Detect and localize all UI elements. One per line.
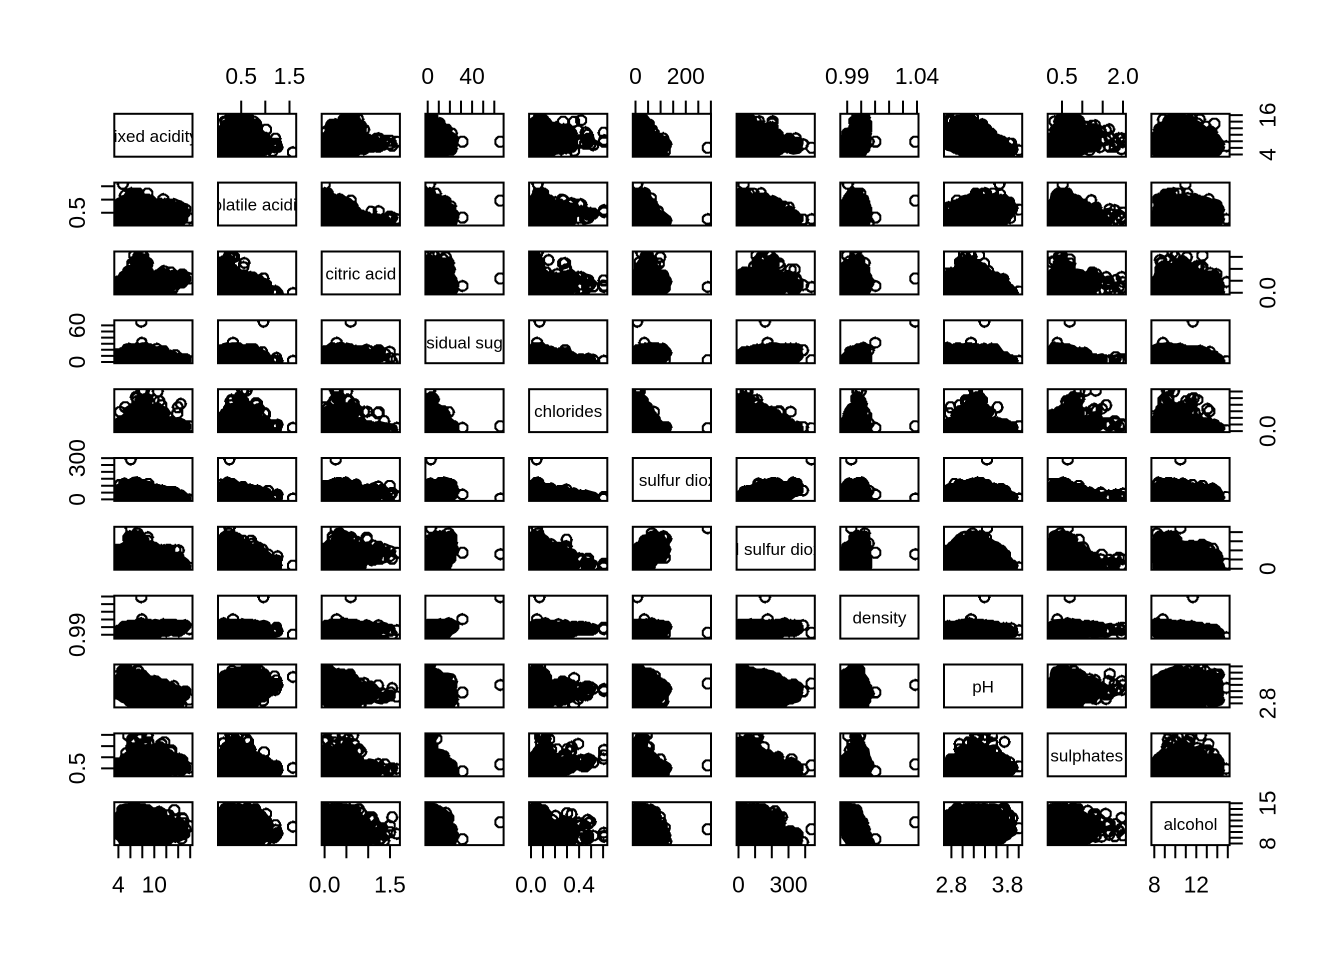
svg-text:residual sugar: residual sugar (411, 333, 518, 352)
svg-text:0.0: 0.0 (1254, 277, 1280, 309)
svg-text:0.5: 0.5 (1046, 63, 1078, 89)
svg-text:4: 4 (112, 871, 125, 897)
svg-text:15: 15 (1254, 791, 1280, 816)
svg-text:300: 300 (64, 439, 90, 477)
svg-text:0: 0 (732, 871, 745, 897)
svg-text:0.99: 0.99 (64, 613, 90, 657)
svg-text:1.5: 1.5 (374, 871, 406, 897)
svg-text:3.8: 3.8 (992, 871, 1024, 897)
svg-text:0.5: 0.5 (64, 753, 90, 785)
svg-text:10: 10 (142, 871, 167, 897)
svg-text:0.99: 0.99 (825, 63, 869, 89)
svg-text:0.4: 0.4 (563, 871, 595, 897)
svg-text:60: 60 (64, 313, 90, 338)
svg-text:12: 12 (1184, 871, 1209, 897)
svg-text:alcohol: alcohol (1164, 815, 1218, 834)
svg-text:fixed acidity: fixed acidity (109, 127, 198, 146)
svg-text:200: 200 (667, 63, 705, 89)
svg-text:0: 0 (64, 356, 90, 369)
svg-text:1.5: 1.5 (274, 63, 306, 89)
svg-text:citric acid: citric acid (325, 264, 396, 283)
svg-text:pH: pH (972, 678, 994, 697)
svg-text:0: 0 (1254, 562, 1280, 575)
svg-text:2.8: 2.8 (1254, 688, 1280, 720)
svg-text:2.0: 2.0 (1107, 63, 1139, 89)
svg-text:total sulfur dioxide: total sulfur dioxide (707, 540, 844, 559)
svg-text:8: 8 (1148, 871, 1161, 897)
svg-text:0.5: 0.5 (225, 63, 257, 89)
svg-text:density: density (852, 609, 906, 628)
svg-text:16: 16 (1254, 102, 1280, 127)
svg-text:volatile acidity: volatile acidity (204, 196, 310, 215)
svg-text:8: 8 (1254, 837, 1280, 850)
svg-text:sulphates: sulphates (1050, 746, 1123, 765)
svg-text:0: 0 (629, 63, 642, 89)
svg-text:4: 4 (1254, 148, 1280, 161)
svg-text:0.0: 0.0 (1254, 415, 1280, 447)
svg-text:300: 300 (769, 871, 807, 897)
svg-text:0: 0 (421, 63, 434, 89)
svg-text:2.8: 2.8 (936, 871, 968, 897)
svg-text:free sulfur dioxide: free sulfur dioxide (605, 471, 739, 490)
svg-text:0.0: 0.0 (309, 871, 341, 897)
svg-text:chlorides: chlorides (534, 402, 602, 421)
svg-text:0: 0 (64, 493, 90, 506)
svg-text:1.04: 1.04 (895, 63, 940, 89)
svg-text:0.5: 0.5 (64, 197, 90, 229)
svg-text:0.0: 0.0 (515, 871, 547, 897)
svg-text:40: 40 (459, 63, 484, 89)
